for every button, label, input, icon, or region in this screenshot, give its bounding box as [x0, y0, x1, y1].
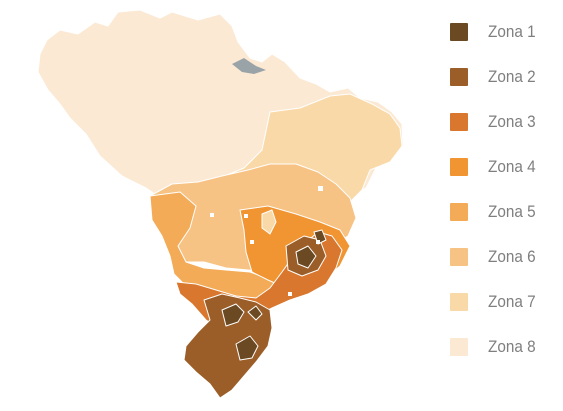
city-marker — [318, 186, 323, 191]
zone-1-patch — [295, 245, 317, 269]
legend-item: Zona 6 — [450, 245, 541, 269]
zone-1-patch — [235, 335, 259, 361]
zone-7-island — [261, 209, 277, 235]
legend-item: Zona 3 — [450, 110, 541, 134]
legend-swatch — [450, 23, 468, 41]
amazon-river-mouth — [232, 58, 266, 74]
brazil-zone-map — [37, 9, 404, 399]
zone-2-region — [183, 293, 273, 399]
legend-item: Zona 5 — [450, 200, 541, 224]
legend-item: Zona 7 — [450, 290, 541, 314]
legend-swatch — [450, 113, 468, 131]
city-marker — [244, 214, 248, 218]
legend-label: Zona 1 — [488, 22, 536, 41]
legend-swatch — [450, 338, 468, 356]
city-marker — [288, 292, 292, 296]
legend-label: Zona 8 — [488, 337, 536, 356]
zone-1-patch — [221, 303, 245, 327]
legend-label: Zona 5 — [488, 202, 536, 221]
legend-label: Zona 7 — [488, 292, 536, 311]
legend-label: Zona 4 — [488, 157, 536, 176]
legend-swatch — [450, 203, 468, 221]
legend-swatch — [450, 248, 468, 266]
legend-label: Zona 6 — [488, 247, 536, 266]
legend-swatch — [450, 158, 468, 176]
city-marker — [316, 240, 320, 244]
legend-swatch — [450, 293, 468, 311]
map-svg — [37, 9, 404, 399]
legend-item: Zona 2 — [450, 65, 541, 89]
legend-label: Zona 3 — [488, 112, 536, 131]
legend-swatch — [450, 68, 468, 86]
legend-item: Zona 1 — [450, 20, 541, 44]
city-marker — [250, 240, 254, 244]
city-marker — [210, 213, 214, 217]
zone-1-patch — [247, 305, 263, 321]
legend-item: Zona 8 — [450, 335, 541, 359]
legend-item: Zona 4 — [450, 155, 541, 179]
legend-label: Zona 2 — [488, 67, 536, 86]
